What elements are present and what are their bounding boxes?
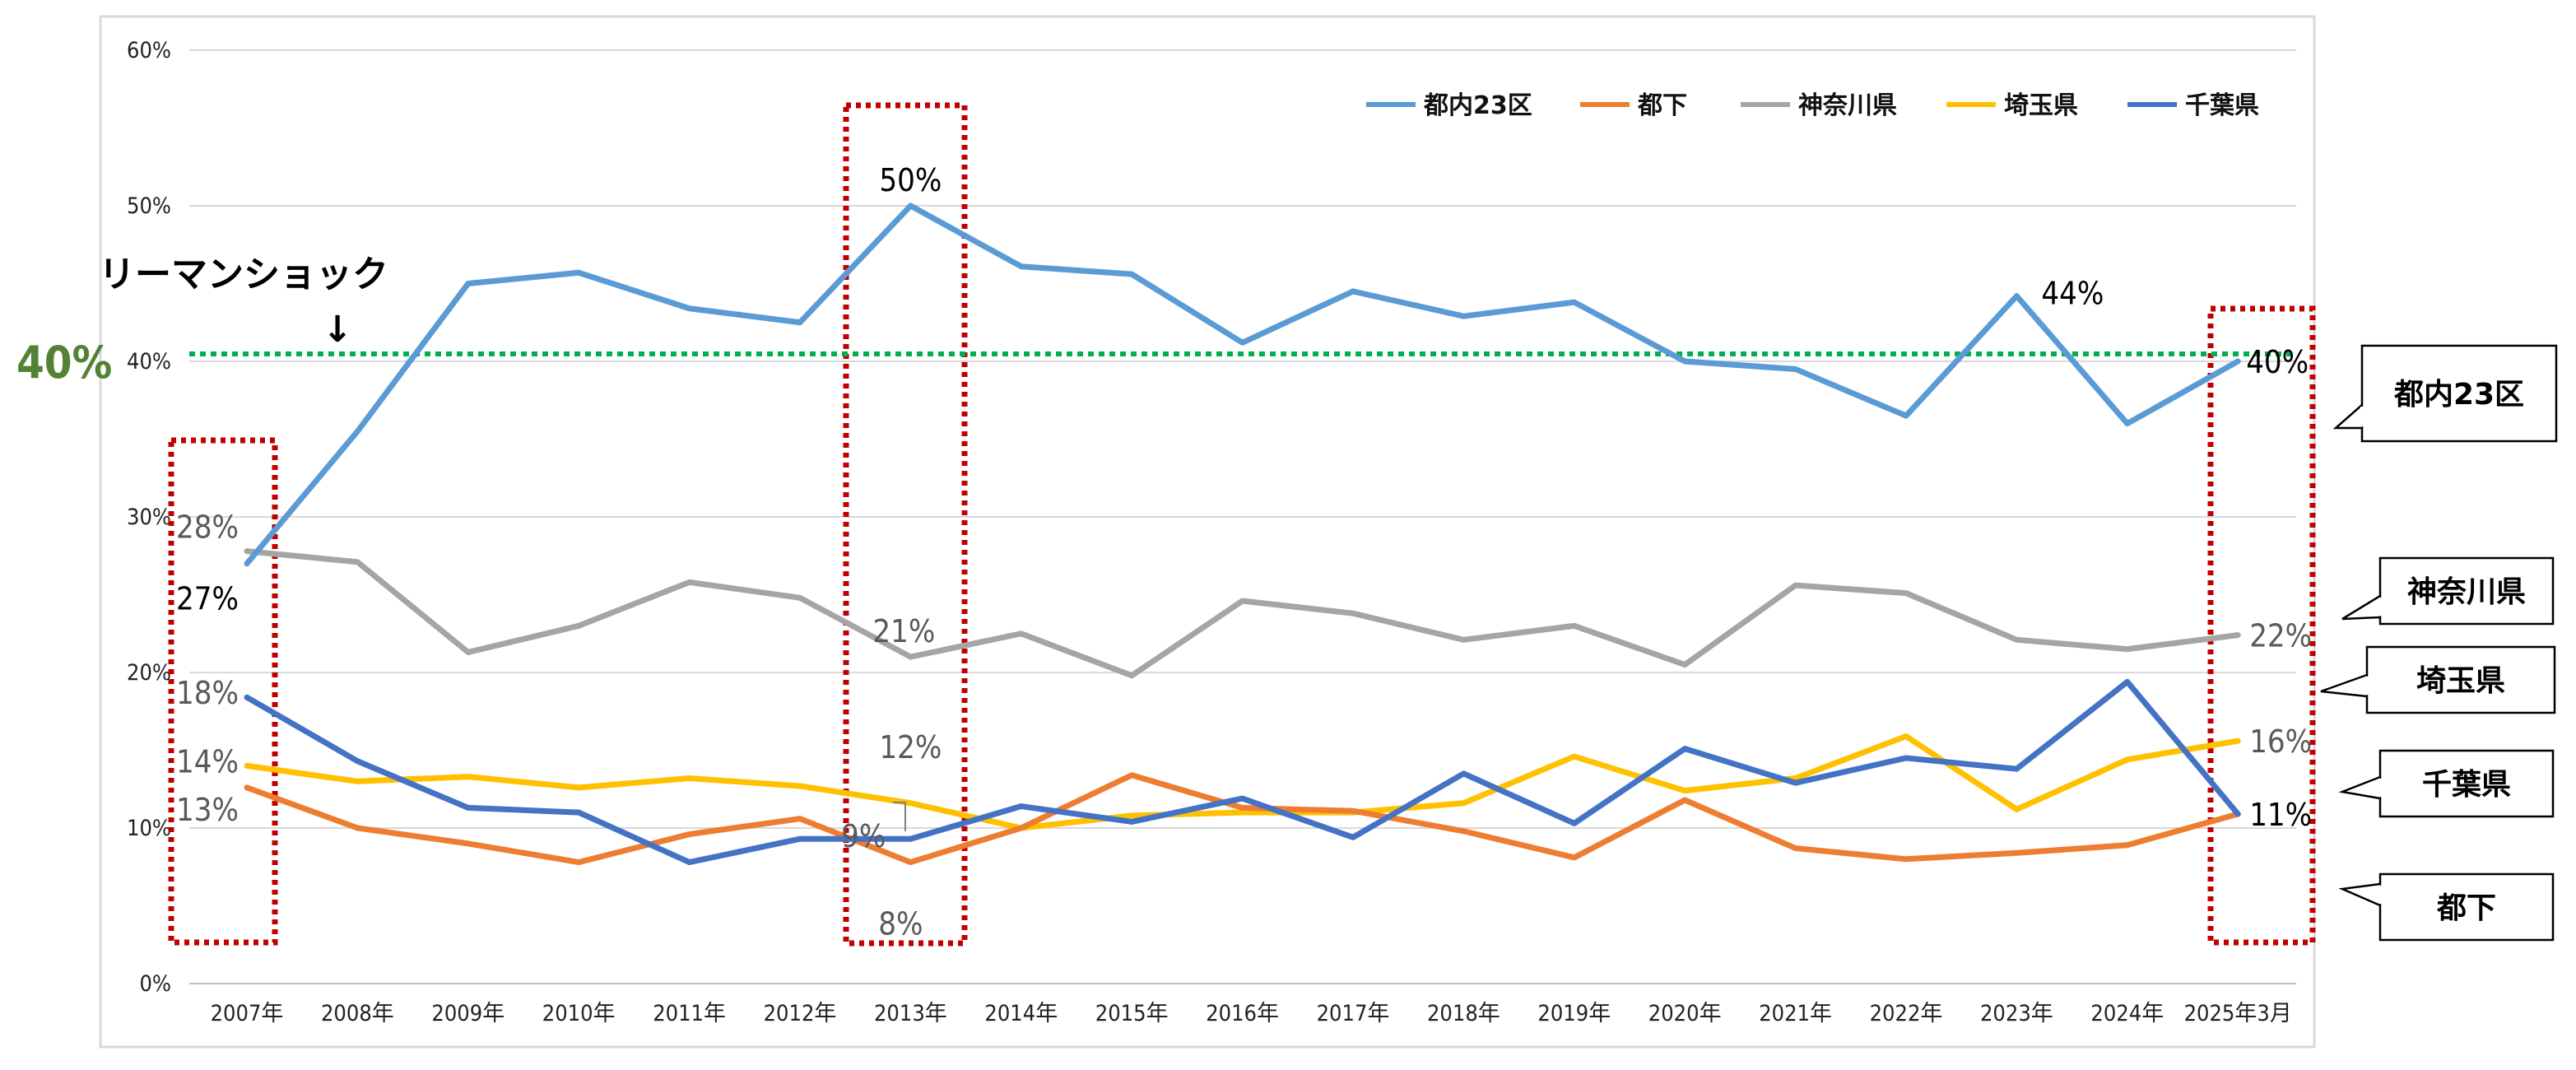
- series-lines: [244, 202, 2241, 866]
- callout-label: 都内23区: [2393, 378, 2524, 412]
- data-label: 21%: [872, 613, 935, 649]
- y-tick-label: 50%: [127, 193, 171, 219]
- y-tick-label: 0%: [139, 971, 171, 997]
- x-tick-label: 2022年: [1870, 1001, 1943, 1026]
- callout-label: 神奈川県: [2407, 575, 2526, 609]
- callout-label: 埼玉県: [2416, 664, 2505, 698]
- data-label: 22%: [2249, 618, 2312, 654]
- callout-box: [2378, 556, 2555, 626]
- series-line-千葉県: [244, 678, 2241, 866]
- data-label: 9%: [841, 818, 886, 854]
- legend-label: 都下: [1637, 91, 1687, 120]
- x-tick-label: 2024年: [2090, 1001, 2164, 1026]
- series-line-都内23区: [244, 202, 2241, 567]
- x-tick-label: 2014年: [984, 1001, 1058, 1026]
- callout-box: [2378, 749, 2555, 818]
- y-tick-label: 40%: [127, 349, 171, 374]
- legend-label: 埼玉県: [2004, 91, 2078, 120]
- x-tick-label: 2015年: [1095, 1001, 1169, 1026]
- data-label: 8%: [878, 906, 923, 942]
- annotation-text: リーマンショック: [99, 254, 388, 295]
- callout-pointer: [2338, 775, 2381, 800]
- x-tick-label: 2017年: [1317, 1001, 1390, 1026]
- y-axis-ticks: 0% 10% 20% 30% 40% 50% 60%: [127, 38, 171, 997]
- highlight-box: [2207, 305, 2316, 946]
- data-label: 18%: [176, 675, 239, 711]
- y-tick-label: 60%: [127, 38, 171, 63]
- x-tick-label: 2011年: [653, 1001, 726, 1026]
- legend: 都内23区 都下 神奈川県 埼玉県 千葉県: [1366, 91, 2259, 120]
- data-label: 11%: [2249, 797, 2312, 833]
- highlight-box: [168, 437, 278, 946]
- data-label: 16%: [2249, 723, 2312, 760]
- x-tick-label: 2021年: [1759, 1001, 1832, 1026]
- x-tick-label: 2020年: [1648, 1001, 1722, 1026]
- series-line-都下: [244, 772, 2241, 866]
- annotation-arrow: ↓: [323, 309, 353, 351]
- callout-pointer: [2341, 594, 2381, 621]
- callout-pointer: [2338, 882, 2381, 907]
- gridlines: [189, 49, 2296, 984]
- callout-pointer: [2332, 404, 2363, 430]
- callout-box: [2365, 645, 2556, 714]
- data-label: 27%: [176, 581, 239, 617]
- callout-pointer: [2320, 673, 2368, 698]
- y-tick-label: 20%: [127, 660, 171, 686]
- x-tick-label: 2016年: [1206, 1001, 1279, 1026]
- legend-label: 都内23区: [1423, 91, 1532, 120]
- x-tick-label: 2025年3月: [2184, 1001, 2292, 1026]
- series-line-埼玉県: [244, 733, 2241, 831]
- data-label: 28%: [176, 509, 239, 546]
- x-tick-label: 2013年: [874, 1001, 947, 1026]
- x-tick-label: 2012年: [764, 1001, 837, 1026]
- chart-frame: [99, 15, 2316, 1049]
- highlight-boxes: [168, 102, 2316, 947]
- x-tick-label: 2023年: [1980, 1001, 2053, 1026]
- reference-line-group: 40%: [16, 337, 2296, 388]
- x-axis-ticks: 2007年 2008年 2009年 2010年 2011年 2012年 2013年 2014年…: [211, 1001, 2292, 1026]
- callout-box: [2360, 344, 2558, 443]
- legend-label: 千葉県: [2185, 91, 2259, 120]
- y-tick-label: 30%: [127, 505, 171, 530]
- reference-line-label: 40%: [16, 337, 112, 388]
- callout-label: 都下: [2436, 891, 2496, 925]
- callout-box: [2378, 872, 2555, 942]
- x-tick-label: 2007年: [211, 1001, 284, 1026]
- data-label: 44%: [2041, 276, 2104, 312]
- data-label: 13%: [176, 792, 239, 828]
- highlight-box: [843, 102, 968, 947]
- series-line-神奈川県: [244, 548, 2241, 679]
- data-label: 14%: [176, 743, 239, 779]
- x-tick-label: 2008年: [321, 1001, 394, 1026]
- data-label-leader: [893, 802, 906, 831]
- y-tick-label: 10%: [127, 816, 171, 841]
- x-tick-label: 2019年: [1537, 1001, 1611, 1026]
- annotation-group: リーマンショック ↓: [99, 254, 388, 351]
- callout-label: 千葉県: [2422, 768, 2511, 802]
- x-tick-label: 2009年: [431, 1001, 505, 1026]
- data-label: 12%: [879, 729, 942, 765]
- data-label: 40%: [2246, 344, 2309, 380]
- x-tick-label: 2010年: [542, 1001, 616, 1026]
- data-labels: 28% 27% 18% 14% 13% 50% 21% 12% 9% 8% 44% 40% 22% 16%…: [176, 162, 2312, 942]
- x-tick-label: 2018年: [1427, 1001, 1500, 1026]
- data-label: 50%: [879, 162, 942, 198]
- legend-label: 神奈川県: [1798, 91, 1897, 120]
